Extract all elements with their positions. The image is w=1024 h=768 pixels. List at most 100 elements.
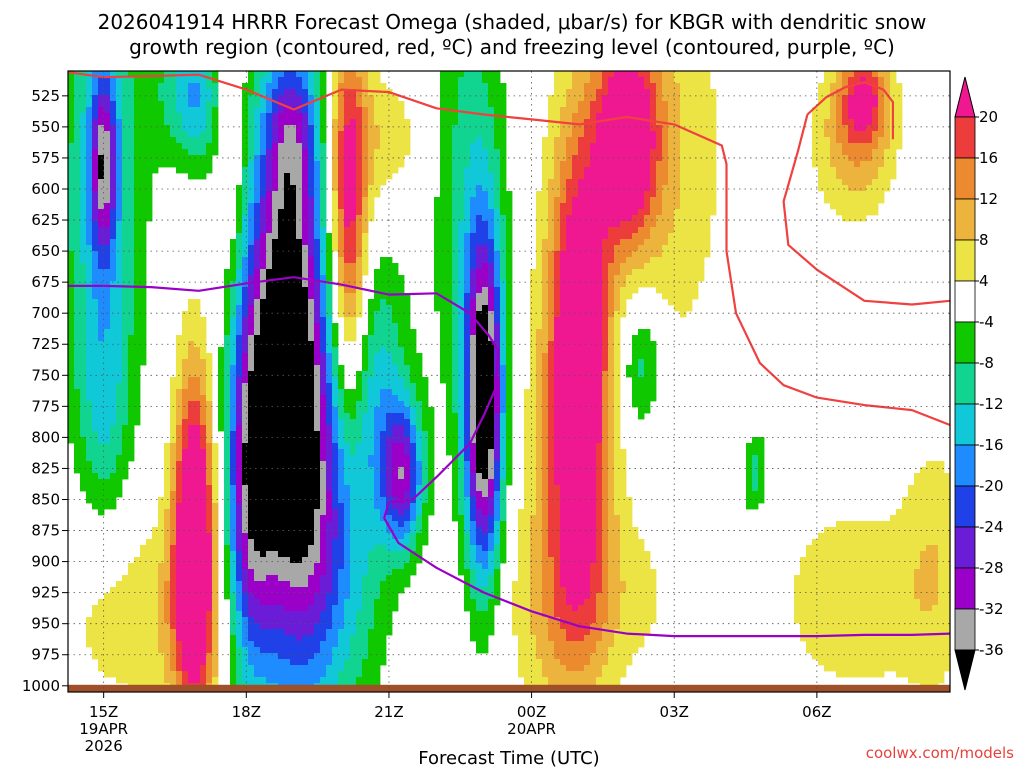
omega-cell (308, 263, 315, 270)
omega-cell (884, 119, 891, 126)
omega-cell (440, 209, 447, 216)
omega-cell (374, 101, 381, 108)
omega-cell (494, 251, 501, 258)
omega-cell (650, 107, 657, 114)
omega-cell (68, 401, 75, 408)
omega-cell (350, 299, 357, 306)
omega-cell (662, 185, 669, 192)
omega-cell (224, 269, 231, 276)
omega-cell (278, 161, 285, 168)
omega-cell (302, 209, 309, 216)
omega-cell (656, 77, 663, 84)
omega-cell (404, 401, 411, 408)
omega-cell (638, 377, 645, 384)
omega-cell (440, 221, 447, 228)
omega-cell (86, 209, 93, 216)
omega-cell (656, 179, 663, 186)
omega-cell (158, 143, 165, 150)
omega-cell (248, 107, 255, 114)
omega-cell (398, 143, 405, 150)
omega-cell (488, 269, 495, 276)
omega-cell (104, 209, 111, 216)
omega-cell (218, 377, 225, 384)
omega-cell (92, 305, 99, 312)
omega-cell (488, 125, 495, 132)
omega-cell (98, 197, 105, 204)
omega-cell (212, 107, 219, 114)
omega-cell (500, 347, 507, 354)
omega-cell (170, 77, 177, 84)
omega-cell (374, 71, 381, 78)
omega-cell (200, 155, 207, 162)
omega-cell (350, 245, 357, 252)
omega-cell (242, 137, 249, 144)
omega-cell (128, 317, 135, 324)
omega-cell (458, 107, 465, 114)
omega-cell (236, 401, 243, 408)
omega-cell (254, 77, 261, 84)
omega-cell (452, 377, 459, 384)
omega-cell (500, 161, 507, 168)
omega-cell (242, 317, 249, 324)
omega-cell (620, 287, 627, 294)
omega-cell (578, 149, 585, 156)
omega-cell (98, 191, 105, 198)
omega-cell (896, 113, 903, 120)
omega-cell (386, 353, 393, 360)
omega-cell (110, 101, 117, 108)
omega-cell (542, 395, 549, 402)
omega-cell (80, 119, 87, 126)
omega-cell (554, 77, 561, 84)
omega-cell (200, 347, 207, 354)
omega-cell (290, 269, 297, 276)
omega-cell (602, 353, 609, 360)
omega-cell (254, 317, 261, 324)
omega-cell (554, 251, 561, 258)
omega-cell (248, 323, 255, 330)
omega-cell (536, 353, 543, 360)
omega-cell (572, 401, 579, 408)
omega-cell (212, 125, 219, 132)
omega-cell (590, 179, 597, 186)
omega-cell (542, 335, 549, 342)
omega-cell (134, 119, 141, 126)
omega-cell (362, 383, 369, 390)
omega-cell (308, 83, 315, 90)
omega-cell (626, 149, 633, 156)
omega-cell (362, 209, 369, 216)
omega-cell (884, 83, 891, 90)
omega-cell (602, 233, 609, 240)
omega-cell (362, 173, 369, 180)
omega-cell (458, 359, 465, 366)
omega-cell (602, 71, 609, 78)
omega-cell (236, 221, 243, 228)
omega-cell (470, 137, 477, 144)
omega-cell (506, 251, 513, 258)
omega-cell (440, 371, 447, 378)
omega-cell (674, 197, 681, 204)
omega-cell (446, 119, 453, 126)
omega-cell (626, 275, 633, 282)
omega-cell (296, 395, 303, 402)
omega-cell (554, 149, 561, 156)
omega-cell (74, 113, 81, 120)
omega-cell (542, 341, 549, 348)
omega-cell (878, 77, 885, 84)
omega-cell (482, 389, 489, 396)
omega-cell (620, 227, 627, 234)
omega-cell (608, 155, 615, 162)
omega-cell (284, 239, 291, 246)
omega-cell (500, 185, 507, 192)
omega-cell (284, 143, 291, 150)
omega-cell (68, 131, 75, 138)
omega-cell (620, 101, 627, 108)
omega-cell (596, 149, 603, 156)
omega-cell (182, 347, 189, 354)
omega-cell (98, 287, 105, 294)
omega-cell (86, 113, 93, 120)
omega-cell (470, 155, 477, 162)
omega-cell (290, 395, 297, 402)
omega-cell (494, 305, 501, 312)
omega-cell (560, 257, 567, 264)
omega-cell (380, 113, 387, 120)
